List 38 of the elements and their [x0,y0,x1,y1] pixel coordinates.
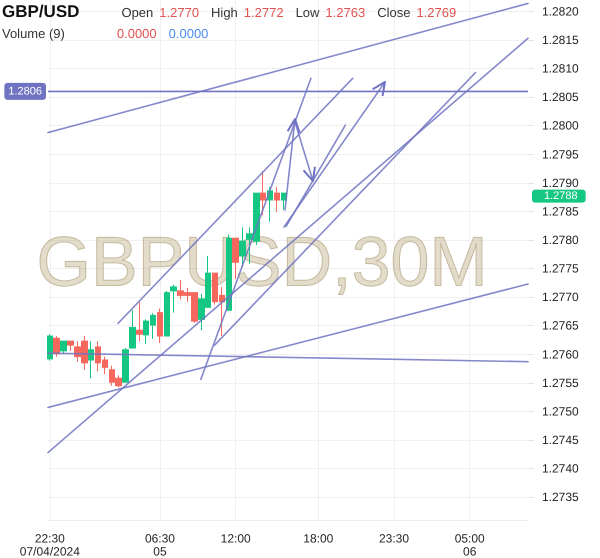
x-tick-label: 05:00 06 [454,532,486,558]
chart-title: GBP/USD [2,2,80,22]
y-tick-label: 1.2755 [542,376,580,390]
annotation: Low [296,5,320,20]
x-tick-label: 06:30 05 [144,532,176,558]
y-tick-label: 1.2780 [542,233,580,247]
y-tick-label: 1.2740 [542,462,580,476]
x-tick-label: 23:30 [378,532,410,546]
y-tick-label: 1.2800 [542,118,580,133]
annotation: 1.2769 [416,5,456,20]
annotation: 1.2772 [244,5,284,20]
y-tick-label: 1.2745 [542,433,580,447]
x-tick-label: 22:30 07/04/2024 [20,532,80,558]
y-tick-label: 1.2785 [542,204,580,218]
annotation: 1.2763 [325,5,366,20]
y-tick-label: 1.2765 [542,318,580,333]
annotation: 1.2770 [159,5,200,20]
annotation: 0.0000 [116,26,157,41]
annotation: High [211,5,238,20]
y-tick-label: 1.2775 [542,262,580,276]
annotation: Open [121,5,154,20]
y-tick-label: 1.2750 [542,404,580,418]
y-tick-label: 1.2810 [542,62,580,76]
annotation: Volume (9) [2,26,65,41]
y-tick-label: 1.2815 [542,33,580,47]
x-tick-label: 12:00 [220,532,252,546]
y-tick-label: 1.2795 [542,147,580,162]
y-tick-label: 1.2735 [542,490,580,504]
y-tick-label: 1.2805 [542,90,580,104]
y-tick-label: 1.2760 [542,347,580,362]
y-tick-label: 1.2820 [542,4,580,18]
y-tick-label: 1.2790 [542,176,580,190]
text: 1.2788 [544,190,578,202]
annotation: 0.0000 [168,26,208,41]
ref-line-label: 1.2806 [8,85,42,98]
y-tick-label: 1.2770 [542,290,580,304]
x-tick-label: 18:00 [303,532,334,546]
annotation: Close [377,5,410,20]
